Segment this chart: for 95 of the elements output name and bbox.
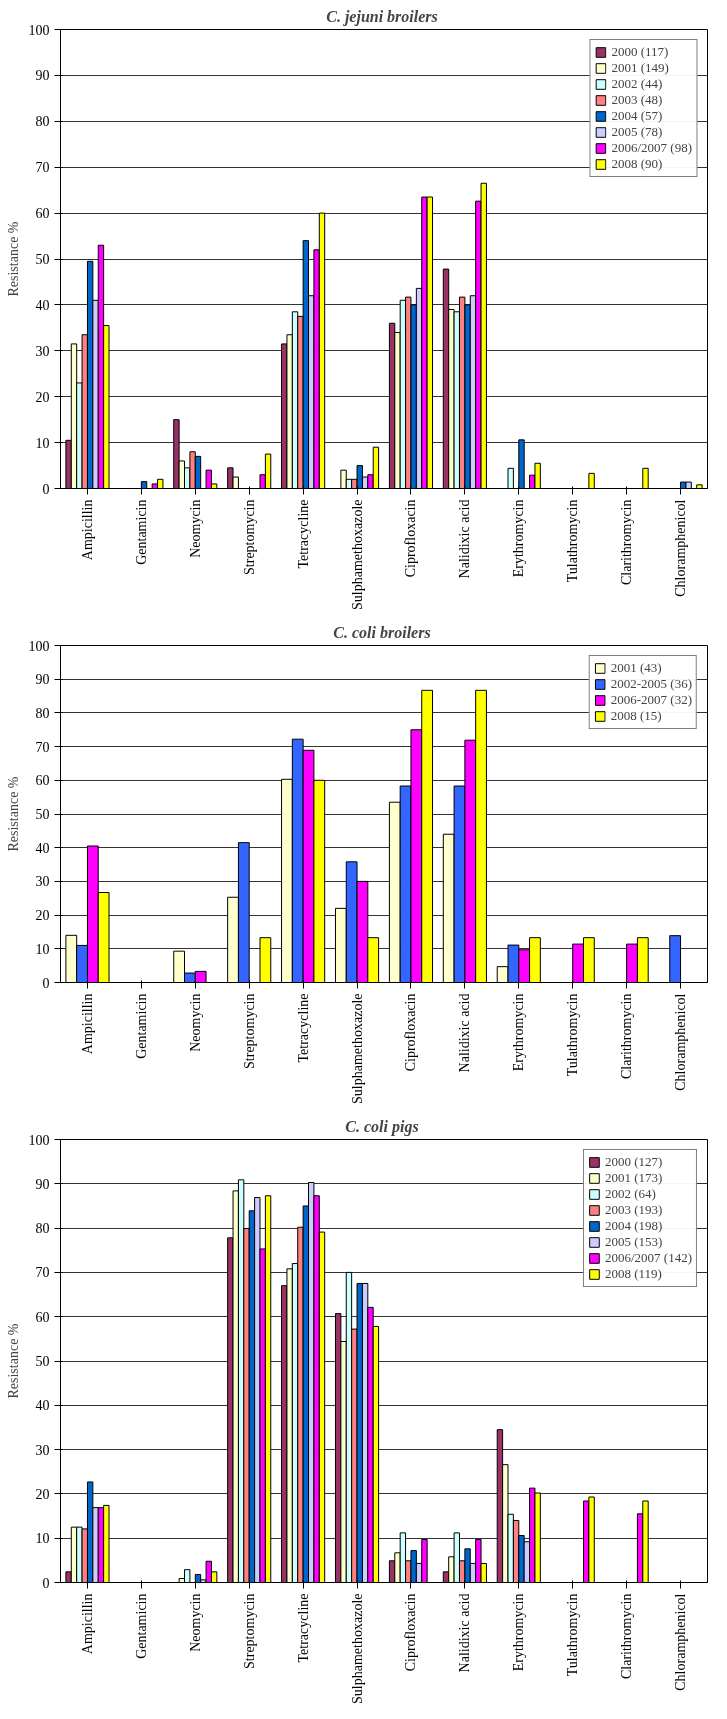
y-axis-title: Resistance % bbox=[5, 221, 21, 297]
y-tick-label: 70 bbox=[35, 1265, 50, 1281]
x-tick-label: Ampicillin bbox=[79, 499, 95, 561]
x-tick-label: Ciprofloxacin bbox=[403, 499, 419, 578]
x-tick-label: Erythromycin bbox=[511, 1593, 527, 1672]
y-tick-label: 50 bbox=[35, 807, 50, 822]
legend-label: 2001 (43) bbox=[610, 660, 662, 676]
y-tick-label: 60 bbox=[35, 206, 50, 222]
y-tick-label: 20 bbox=[35, 908, 50, 924]
x-tick-label: Clarithromycin bbox=[619, 1593, 635, 1680]
y-tick-label: 90 bbox=[35, 68, 50, 84]
x-tick-label: Clarithromycin bbox=[619, 993, 635, 1080]
legend-label: 2006-2007 (32) bbox=[610, 692, 692, 708]
x-tick-label: Tulathromycin bbox=[565, 993, 581, 1077]
y-tick-label: 70 bbox=[35, 160, 50, 176]
x-tick-label: Erythromycin bbox=[511, 993, 527, 1072]
legend-label: 2004 (57) bbox=[611, 108, 663, 124]
y-tick-label: 10 bbox=[35, 435, 50, 451]
x-tick-label: Chloramphenicol bbox=[673, 499, 689, 597]
x-tick-label: Sulphamethoxazole bbox=[349, 1593, 365, 1704]
x-tick-label: Sulphamethoxazole bbox=[349, 499, 365, 610]
x-tick-label: Nalidixic acid bbox=[457, 499, 473, 579]
y-tick-label: 0 bbox=[42, 1575, 50, 1591]
y-tick-label: 10 bbox=[35, 1531, 50, 1547]
legend-label: 2008 (90) bbox=[611, 156, 663, 172]
x-tick-label: Nalidixic acid bbox=[457, 1593, 473, 1673]
y-tick-label: 10 bbox=[35, 941, 50, 957]
legend-label: 2002-2005 (36) bbox=[610, 676, 692, 692]
y-tick-label: 40 bbox=[35, 1398, 50, 1414]
x-tick-label: Ciprofloxacin bbox=[403, 1593, 419, 1672]
chart-title: C. coli broilers bbox=[333, 623, 431, 641]
legend-label: 2002 (44) bbox=[611, 76, 663, 92]
x-tick-label: Chloramphenicol bbox=[673, 993, 689, 1091]
x-tick-label: Tetracycline bbox=[295, 1593, 311, 1663]
y-tick-label: 80 bbox=[35, 705, 50, 721]
legend-label: 2005 (78) bbox=[611, 124, 663, 140]
y-tick-label: 60 bbox=[35, 1309, 50, 1325]
x-tick-label: Streptomycin bbox=[241, 993, 257, 1069]
x-tick-label: Streptomycin bbox=[241, 1593, 257, 1669]
y-tick-label: 100 bbox=[28, 22, 50, 38]
x-tick-label: Tulathromycin bbox=[565, 499, 581, 583]
x-tick-label: Ampicillin bbox=[79, 1593, 95, 1655]
legend-label: 2006/2007 (142) bbox=[604, 1250, 692, 1266]
x-tick-label: Tetracycline bbox=[295, 499, 311, 569]
y-axis-title: Resistance % bbox=[5, 776, 21, 852]
x-tick-label: Neomycin bbox=[187, 1593, 203, 1652]
y-tick-label: 100 bbox=[28, 638, 50, 654]
y-tick-label: 20 bbox=[35, 389, 50, 405]
legend-label: 2004 (198) bbox=[604, 1218, 663, 1234]
x-tick-label: Tulathromycin bbox=[565, 1593, 581, 1677]
x-tick-label: Streptomycin bbox=[241, 499, 257, 575]
y-tick-label: 0 bbox=[42, 481, 50, 497]
legend-label: 2001 (173) bbox=[604, 1170, 663, 1186]
x-tick-label: Chloramphenicol bbox=[673, 1593, 689, 1691]
x-tick-label: Neomycin bbox=[187, 993, 203, 1052]
legend-label: 2008 (119) bbox=[604, 1266, 662, 1282]
y-tick-label: 20 bbox=[35, 1486, 50, 1502]
chart-title: C. jejuni broilers bbox=[326, 7, 438, 26]
y-tick-label: 70 bbox=[35, 739, 50, 755]
y-tick-label: 30 bbox=[35, 1442, 50, 1458]
x-tick-label: Nalidixic acid bbox=[457, 993, 473, 1073]
y-tick-label: 40 bbox=[35, 297, 50, 313]
y-tick-label: 60 bbox=[35, 773, 50, 789]
x-tick-label: Sulphamethoxazole bbox=[349, 993, 365, 1104]
x-tick-label: Ciprofloxacin bbox=[403, 993, 419, 1072]
legend-label: 2000 (127) bbox=[604, 1154, 663, 1170]
x-tick-label: Gentamicin bbox=[133, 499, 149, 565]
y-tick-label: 50 bbox=[35, 252, 50, 267]
legend-label: 2000 (117) bbox=[611, 44, 669, 60]
x-tick-label: Clarithromycin bbox=[619, 499, 635, 586]
legend-label: 2003 (48) bbox=[611, 92, 663, 108]
chart-title: C. coli pigs bbox=[345, 1117, 419, 1136]
y-tick-label: 50 bbox=[35, 1354, 50, 1369]
x-tick-label: Gentamicin bbox=[133, 1593, 149, 1659]
y-tick-label: 0 bbox=[42, 975, 50, 991]
x-tick-label: Neomycin bbox=[187, 499, 203, 558]
y-tick-label: 30 bbox=[35, 343, 50, 359]
legend-label: 2006/2007 (98) bbox=[611, 140, 692, 156]
y-tick-label: 40 bbox=[35, 840, 50, 856]
x-tick-label: Tetracycline bbox=[295, 993, 311, 1063]
y-tick-label: 90 bbox=[35, 1176, 50, 1192]
legend-label: 2003 (193) bbox=[604, 1202, 663, 1218]
x-tick-label: Erythromycin bbox=[511, 499, 527, 578]
y-tick-label: 80 bbox=[35, 1221, 50, 1237]
legend-label: 2005 (153) bbox=[604, 1234, 663, 1250]
x-tick-label: Ampicillin bbox=[79, 993, 95, 1055]
legend-label: 2008 (15) bbox=[610, 708, 662, 724]
y-tick-label: 90 bbox=[35, 672, 50, 688]
legend-label: 2001 (149) bbox=[611, 60, 669, 76]
legend-label: 2002 (64) bbox=[604, 1186, 656, 1202]
y-tick-label: 30 bbox=[35, 874, 50, 890]
y-tick-label: 80 bbox=[35, 114, 50, 130]
y-axis-title: Resistance % bbox=[5, 1323, 21, 1399]
x-tick-label: Gentamicin bbox=[133, 993, 149, 1059]
y-tick-label: 100 bbox=[28, 1132, 50, 1148]
